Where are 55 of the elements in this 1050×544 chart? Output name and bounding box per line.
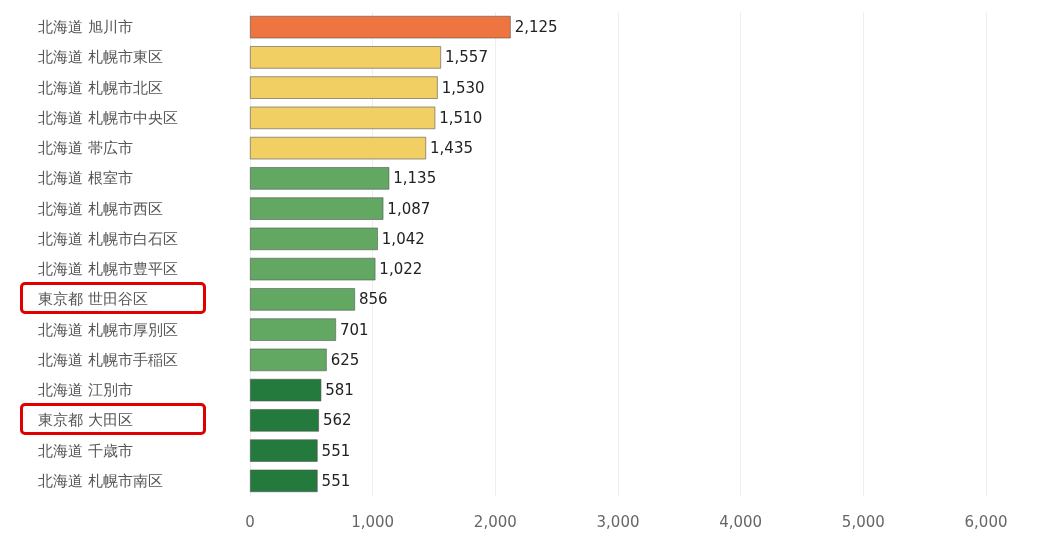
y-tick-label: 北海道 旭川市 xyxy=(38,18,133,37)
bar xyxy=(250,469,318,493)
data-label: 581 xyxy=(325,381,354,400)
bar xyxy=(250,227,378,251)
bar xyxy=(250,257,376,281)
y-tick-label: 北海道 札幌市東区 xyxy=(38,48,163,67)
data-label: 551 xyxy=(321,471,351,490)
x-tick-label: 2,000 xyxy=(473,512,517,531)
data-label: 856 xyxy=(359,290,388,309)
x-tick-label: 4,000 xyxy=(719,512,763,531)
data-label: 1,022 xyxy=(379,260,423,279)
x-tick-label: 1,000 xyxy=(351,512,395,531)
x-tick-label: 5,000 xyxy=(841,512,885,531)
x-tick-label: 6,000 xyxy=(964,512,1008,531)
data-label: 562 xyxy=(322,411,352,430)
data-label: 701 xyxy=(339,320,369,339)
data-label: 1,530 xyxy=(441,78,485,97)
y-tick-label: 東京都 世田谷区 xyxy=(38,290,148,309)
y-tick-label: 北海道 札幌市北区 xyxy=(38,78,163,97)
bar xyxy=(250,378,322,402)
data-label: 1,087 xyxy=(387,199,431,218)
y-tick-label: 北海道 札幌市南区 xyxy=(38,471,163,490)
bar xyxy=(250,46,441,69)
y-tick-label: 北海道 札幌市西区 xyxy=(38,199,163,218)
y-tick-label: 北海道 札幌市豊平区 xyxy=(38,260,178,279)
bar xyxy=(250,439,318,462)
bar xyxy=(250,15,511,39)
bar xyxy=(250,76,438,99)
bar xyxy=(250,288,355,311)
bar xyxy=(250,167,390,190)
bar xyxy=(250,409,319,432)
y-tick-label: 北海道 札幌市中央区 xyxy=(38,108,178,127)
bar xyxy=(250,197,384,220)
y-tick-label: 東京都 大田区 xyxy=(38,411,133,430)
data-label: 1,135 xyxy=(393,169,437,188)
data-label: 551 xyxy=(321,441,351,460)
y-tick-label: 北海道 江別市 xyxy=(38,381,133,400)
data-label: 1,042 xyxy=(381,229,425,248)
y-tick-label: 北海道 札幌市厚別区 xyxy=(38,320,178,339)
data-label: 1,510 xyxy=(439,108,483,127)
bar xyxy=(250,348,327,372)
y-tick-label: 北海道 札幌市白石区 xyxy=(38,229,178,248)
data-label: 1,557 xyxy=(444,48,488,67)
bar xyxy=(250,106,436,130)
bar xyxy=(250,318,336,341)
x-tick-label: 0 xyxy=(245,512,255,531)
x-tick-label: 3,000 xyxy=(596,512,640,531)
data-label: 2,125 xyxy=(514,18,558,37)
y-tick-label: 北海道 根室市 xyxy=(38,169,133,188)
y-tick-label: 北海道 札幌市手稲区 xyxy=(38,350,178,369)
y-tick-label: 北海道 千歳市 xyxy=(38,441,133,460)
y-tick-label: 北海道 帯広市 xyxy=(38,139,133,158)
bar xyxy=(250,136,427,160)
data-label: 625 xyxy=(330,350,360,369)
data-label: 1,435 xyxy=(430,139,473,158)
